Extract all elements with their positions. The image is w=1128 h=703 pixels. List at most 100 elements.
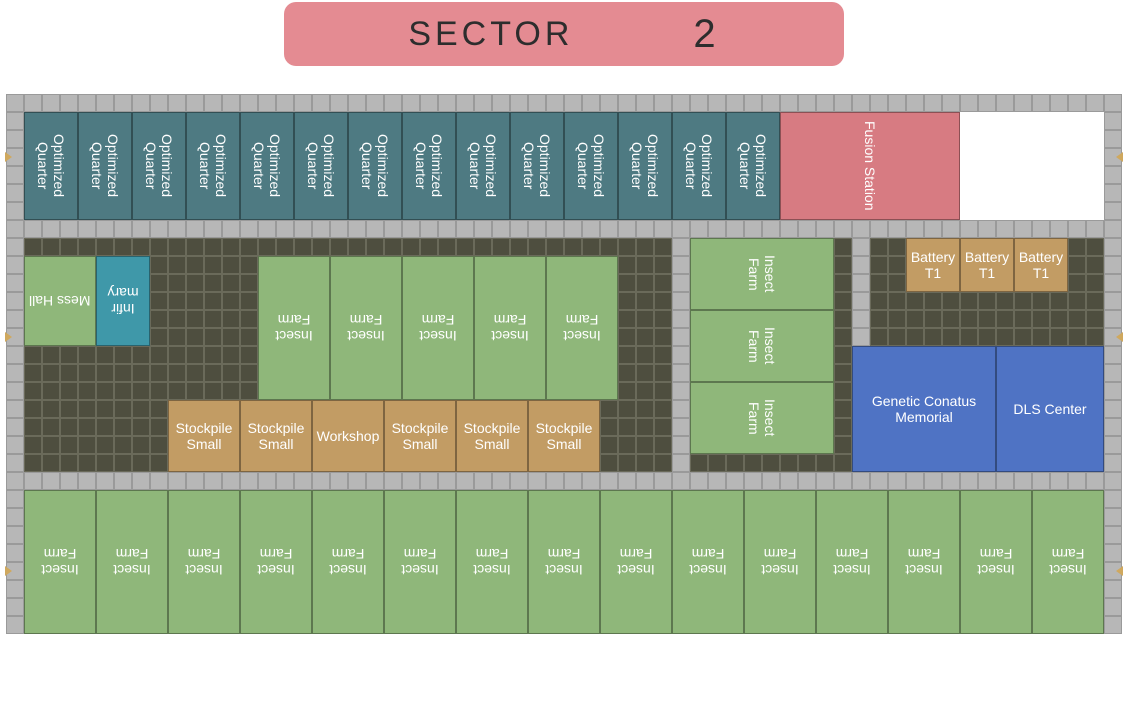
room-ifarm[interactable]: Insect Farm bbox=[528, 490, 600, 634]
floor-tile-dark bbox=[726, 454, 744, 472]
room-optq[interactable]: Optimized Quarter bbox=[402, 112, 456, 220]
room-optq[interactable]: Optimized Quarter bbox=[186, 112, 240, 220]
floor-tile-dark bbox=[600, 418, 618, 436]
floor-tile-dark bbox=[834, 454, 852, 472]
room-batt[interactable]: Battery T1 bbox=[906, 238, 960, 292]
room-work[interactable]: Workshop bbox=[312, 400, 384, 472]
room-ifarm[interactable]: Insect Farm bbox=[888, 490, 960, 634]
room-ifarm[interactable]: Insect Farm bbox=[690, 238, 834, 310]
room-ifarm[interactable]: Insect Farm bbox=[456, 490, 528, 634]
room-optq[interactable]: Optimized Quarter bbox=[726, 112, 780, 220]
room-ifarm[interactable]: Insect Farm bbox=[960, 490, 1032, 634]
room-stock[interactable]: Stockpile Small bbox=[384, 400, 456, 472]
floor-tile bbox=[582, 220, 600, 238]
floor-tile bbox=[888, 472, 906, 490]
room-ifarm[interactable]: Insect Farm bbox=[240, 490, 312, 634]
room-optq[interactable]: Optimized Quarter bbox=[132, 112, 186, 220]
floor-tile-dark bbox=[150, 328, 168, 346]
floor-tile-dark bbox=[1086, 238, 1104, 256]
floor-tile-dark bbox=[150, 346, 168, 364]
room-label: Optimized Quarter bbox=[683, 115, 715, 217]
floor-tile bbox=[582, 94, 600, 112]
room-optq[interactable]: Optimized Quarter bbox=[456, 112, 510, 220]
floor-tile-dark bbox=[24, 238, 42, 256]
floor-tile-dark bbox=[384, 238, 402, 256]
room-ifarm[interactable]: Insect Farm bbox=[24, 490, 96, 634]
room-ifarm[interactable]: Insect Farm bbox=[402, 256, 474, 400]
room-optq[interactable]: Optimized Quarter bbox=[240, 112, 294, 220]
floor-tile-dark bbox=[654, 238, 672, 256]
floor-tile-dark bbox=[222, 238, 240, 256]
floor-tile bbox=[348, 472, 366, 490]
floor-tile-dark bbox=[834, 292, 852, 310]
room-ifarm[interactable]: Insect Farm bbox=[258, 256, 330, 400]
room-batt[interactable]: Battery T1 bbox=[1014, 238, 1068, 292]
room-mess[interactable]: Mess Hall bbox=[24, 256, 96, 346]
floor-tile bbox=[744, 94, 762, 112]
room-ifarm[interactable]: Insect Farm bbox=[96, 490, 168, 634]
floor-tile bbox=[150, 472, 168, 490]
floor-tile bbox=[1104, 598, 1122, 616]
room-optq[interactable]: Optimized Quarter bbox=[672, 112, 726, 220]
room-label: Insect Farm bbox=[675, 546, 741, 578]
room-ifarm[interactable]: Insect Farm bbox=[690, 382, 834, 454]
room-optq[interactable]: Optimized Quarter bbox=[348, 112, 402, 220]
floor-tile bbox=[492, 472, 510, 490]
room-optq[interactable]: Optimized Quarter bbox=[618, 112, 672, 220]
floor-tile bbox=[456, 220, 474, 238]
room-ifarm[interactable]: Insect Farm bbox=[1032, 490, 1104, 634]
floor-tile bbox=[366, 472, 384, 490]
floor-tile-dark bbox=[78, 364, 96, 382]
floor-tile bbox=[456, 94, 474, 112]
floor-tile-dark bbox=[240, 310, 258, 328]
room-ifarm[interactable]: Insect Farm bbox=[690, 310, 834, 382]
room-optq[interactable]: Optimized Quarter bbox=[24, 112, 78, 220]
room-ifarm[interactable]: Insect Farm bbox=[816, 490, 888, 634]
room-stock[interactable]: Stockpile Small bbox=[240, 400, 312, 472]
room-infir[interactable]: Infir mary bbox=[96, 256, 150, 346]
floor-tile bbox=[834, 94, 852, 112]
floor-tile bbox=[618, 472, 636, 490]
floor-tile bbox=[258, 472, 276, 490]
floor-tile bbox=[1086, 220, 1104, 238]
floor-tile bbox=[168, 220, 186, 238]
floor-tile bbox=[78, 94, 96, 112]
room-label: Optimized Quarter bbox=[629, 115, 661, 217]
floor-tile bbox=[6, 274, 24, 292]
room-ifarm[interactable]: Insect Farm bbox=[168, 490, 240, 634]
room-ifarm[interactable]: Insect Farm bbox=[330, 256, 402, 400]
floor-tile bbox=[330, 220, 348, 238]
floor-tile-dark bbox=[150, 400, 168, 418]
floor-tile-dark bbox=[114, 346, 132, 364]
floor-tile-dark bbox=[42, 418, 60, 436]
floor-tile bbox=[6, 238, 24, 256]
floor-tile-dark bbox=[132, 400, 150, 418]
room-gcm[interactable]: Genetic Conatus Memorial bbox=[852, 346, 996, 472]
room-stock[interactable]: Stockpile Small bbox=[528, 400, 600, 472]
room-ifarm[interactable]: Insect Farm bbox=[384, 490, 456, 634]
room-ifarm[interactable]: Insect Farm bbox=[546, 256, 618, 400]
room-ifarm[interactable]: Insect Farm bbox=[600, 490, 672, 634]
room-optq[interactable]: Optimized Quarter bbox=[564, 112, 618, 220]
room-ifarm[interactable]: Insect Farm bbox=[474, 256, 546, 400]
floor-tile-dark bbox=[204, 256, 222, 274]
floor-tile-dark bbox=[600, 436, 618, 454]
room-ifarm[interactable]: Insect Farm bbox=[312, 490, 384, 634]
floor-tile bbox=[564, 94, 582, 112]
room-stock[interactable]: Stockpile Small bbox=[168, 400, 240, 472]
room-label: Insect Farm bbox=[243, 546, 309, 578]
floor-tile-dark bbox=[132, 364, 150, 382]
floor-tile bbox=[564, 472, 582, 490]
room-dls[interactable]: DLS Center bbox=[996, 346, 1104, 472]
room-fusion[interactable]: Fusion Station bbox=[780, 112, 960, 220]
floor-tile bbox=[1104, 166, 1122, 184]
room-optq[interactable]: Optimized Quarter bbox=[78, 112, 132, 220]
room-ifarm[interactable]: Insect Farm bbox=[744, 490, 816, 634]
room-batt[interactable]: Battery T1 bbox=[960, 238, 1014, 292]
room-ifarm[interactable]: Insect Farm bbox=[672, 490, 744, 634]
room-optq[interactable]: Optimized Quarter bbox=[510, 112, 564, 220]
floor-tile bbox=[960, 94, 978, 112]
room-stock[interactable]: Stockpile Small bbox=[456, 400, 528, 472]
room-optq[interactable]: Optimized Quarter bbox=[294, 112, 348, 220]
room-label: Optimized Quarter bbox=[359, 115, 391, 217]
